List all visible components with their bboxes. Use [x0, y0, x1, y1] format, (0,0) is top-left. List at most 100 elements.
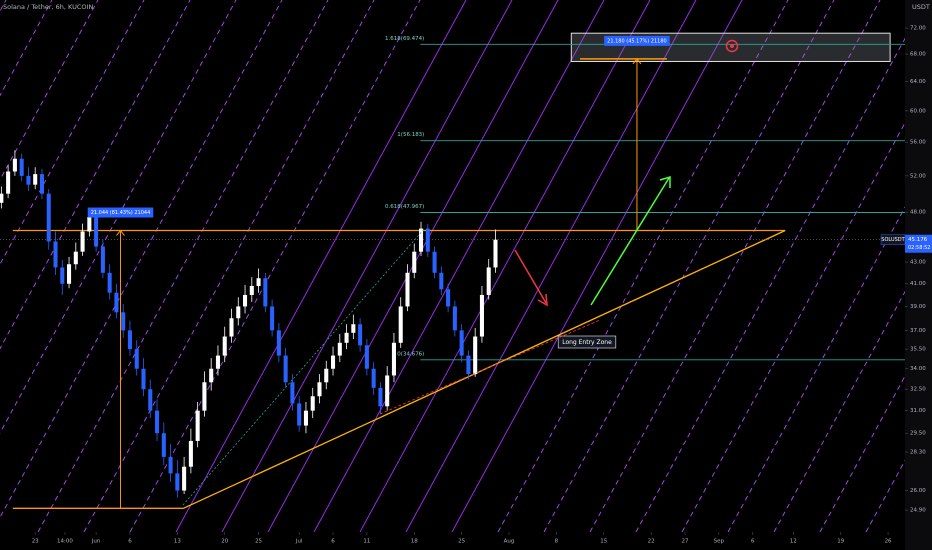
y-tick-label: 68.00: [910, 52, 926, 58]
y-tick-label: 37.00: [910, 328, 926, 334]
candle-body: [249, 285, 254, 295]
candle-body: [161, 433, 166, 457]
candle-body: [222, 336, 227, 356]
down-arrow: [514, 249, 547, 304]
y-tick-label: 32.50: [910, 387, 926, 393]
fan-line: [405, 0, 697, 532]
candle-body: [87, 216, 92, 232]
fan-line: [681, 121, 905, 532]
candle-body: [466, 355, 471, 375]
price-tag: [905, 234, 932, 253]
candle-body: [195, 410, 200, 441]
candle-body: [168, 456, 173, 474]
candle-body: [209, 368, 214, 383]
y-tick-label: 41.00: [910, 281, 926, 287]
axis-layer: 72.00 68.00 64.00 60.00 56.00 52.00 48.00 43.00…: [32, 26, 932, 545]
fan-line: [635, 37, 905, 532]
x-tick-label: 25: [255, 539, 262, 545]
dotted-line: [182, 227, 426, 506]
candle-body: [26, 175, 31, 185]
candle-body: [114, 292, 119, 313]
candle-body: [276, 330, 281, 356]
candle-body: [371, 368, 376, 388]
candle-body: [446, 289, 451, 307]
x-tick-label: 12: [790, 539, 797, 545]
target-icon-dot: [730, 44, 734, 48]
candle-body: [46, 193, 51, 242]
fan-line: [83, 0, 375, 532]
candle-body: [358, 324, 363, 346]
candle-body: [479, 294, 484, 337]
candle-body: [148, 389, 153, 411]
y-tick-label: 52.00: [910, 173, 926, 179]
candle-body: [330, 355, 336, 369]
candle-body: [439, 272, 444, 290]
candle-body: [486, 267, 491, 295]
candle-body: [418, 228, 424, 252]
x-tick-label: 22: [648, 539, 655, 545]
candle-body: [283, 355, 288, 383]
candle-body: [344, 332, 349, 343]
candle-body: [182, 466, 187, 491]
fib-label: 1(56.183): [397, 132, 424, 138]
candle-body: [33, 174, 38, 185]
fan-line: [589, 0, 881, 532]
candle-body: [391, 342, 396, 376]
fan-line: [451, 0, 743, 532]
x-tick-label: 8: [555, 539, 559, 545]
candle-body: [473, 336, 478, 375]
y-tick-label: 39.00: [910, 304, 926, 310]
candle-body: [100, 246, 105, 273]
x-tick-label: 20: [221, 539, 228, 545]
annotation-text: Long Entry Zone: [562, 339, 612, 346]
candle-body: [80, 231, 85, 252]
fan-line: [175, 0, 467, 532]
y-tick-label: 24.90: [910, 508, 926, 514]
x-tick-label: 6: [751, 539, 755, 545]
candle-body: [229, 318, 234, 337]
fib-label: 0.618(47.967): [385, 204, 424, 210]
candle-body: [175, 473, 180, 491]
candle-body: [493, 239, 498, 268]
x-tick-label: Sep: [714, 539, 725, 545]
candle-body: [127, 330, 132, 350]
fan-line: [0, 0, 191, 350]
countdown: 02:58:52: [908, 245, 930, 251]
fan-line: [773, 290, 905, 532]
candle-body: [310, 396, 315, 411]
x-tick-label: 15: [600, 539, 607, 545]
candle-body: [378, 387, 383, 407]
candle-body: [290, 382, 295, 404]
candle-body: [202, 382, 207, 411]
fan-line: [0, 0, 283, 519]
measure-label-box: [604, 35, 670, 46]
fan-line: [497, 0, 789, 532]
candle-body: [263, 278, 268, 307]
up-arrow: [590, 177, 670, 306]
candle-body: [236, 306, 241, 319]
x-tick-label: 23: [32, 539, 39, 545]
y-tick-label: 48.00: [910, 210, 926, 216]
candle-body: [351, 324, 356, 333]
fan-line: [313, 0, 605, 532]
symbol-tag-text: SOLUSDT: [881, 237, 905, 243]
fan-line: [0, 0, 145, 266]
x-tick-label: 26: [885, 539, 892, 545]
target-icon: [725, 39, 739, 53]
y-tick-label: 60.00: [910, 108, 926, 114]
x-tick-label: 6: [331, 539, 335, 545]
candle-body: [6, 171, 11, 194]
candle-body: [188, 440, 193, 467]
x-tick-label: 27: [682, 539, 689, 545]
x-tick-label: 11: [363, 539, 370, 545]
candle-body: [405, 272, 410, 307]
y-tick-label: 35.50: [910, 347, 926, 353]
x-tick-label: Aug: [504, 539, 515, 545]
candle-body: [107, 272, 112, 293]
currency: USDT: [912, 3, 930, 11]
x-tick-label: Jun: [91, 539, 101, 545]
y-tick-label: 64.00: [910, 79, 926, 85]
candle-body: [398, 306, 403, 343]
